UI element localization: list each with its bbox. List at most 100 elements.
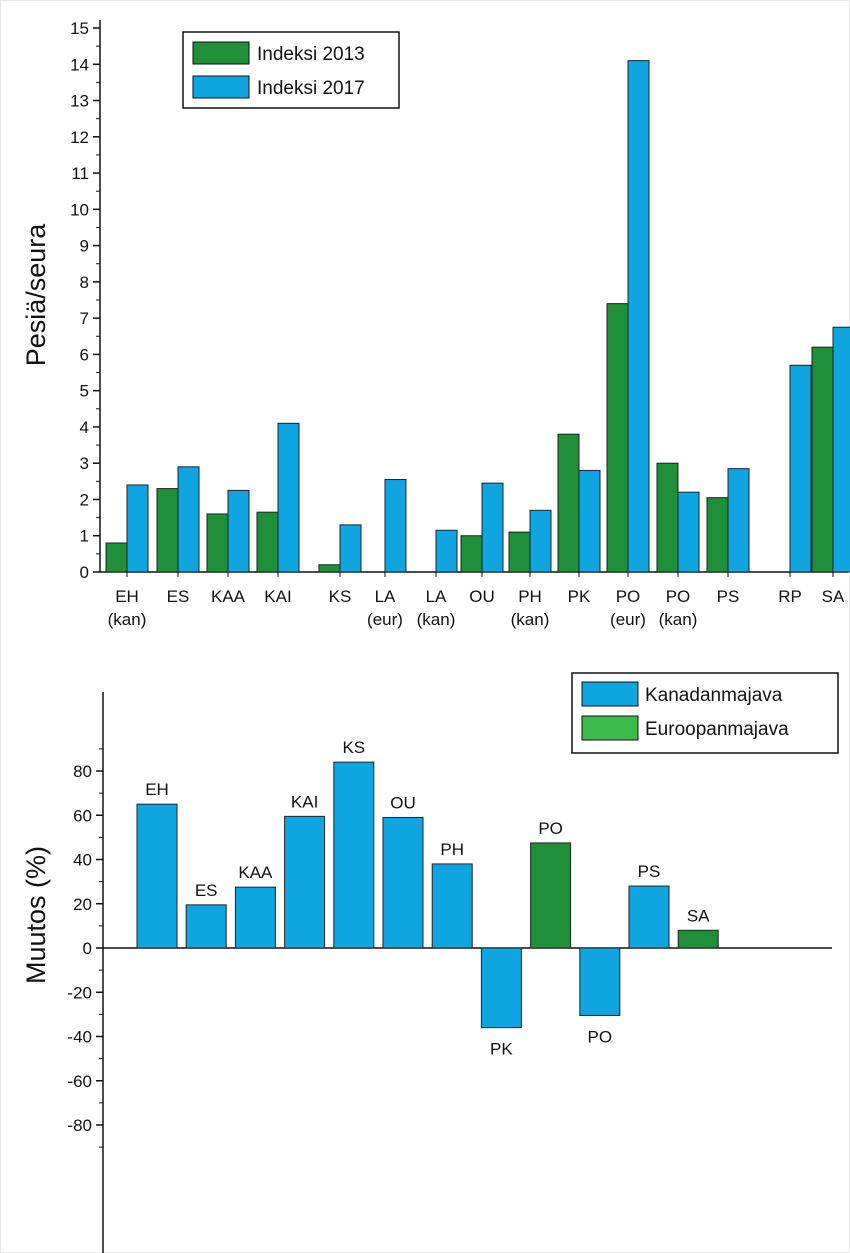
chart1-y-tick-label: 0: [80, 563, 89, 582]
bar-2013: [557, 433, 580, 573]
chart1-x-tick-label: LA: [375, 587, 396, 606]
change-bar: [480, 947, 522, 1029]
change-bar-label: PO: [588, 1027, 613, 1046]
bar-2017: [227, 489, 250, 573]
chart2-y-tick-label: -20: [67, 983, 92, 1002]
bar-2013: [811, 346, 834, 573]
bar-2017: [832, 326, 850, 573]
chart1-x-tick-label: LA: [426, 587, 447, 606]
change-bar-label: OU: [390, 793, 416, 812]
legend-label-2017: Indeksi 2017: [257, 78, 365, 99]
chart2-y-axis-label: Muutos (%): [21, 846, 51, 984]
change-bar-label: KS: [342, 738, 365, 757]
change-bar-label: PK: [490, 1040, 513, 1059]
chart1-legend: Indeksi 2013 Indeksi 2017: [182, 31, 400, 109]
chart1-x-tick-label: EH: [115, 587, 139, 606]
chart2-bars: EH ES KAA KAI KS OU PH PK PO PO PS SA: [136, 738, 719, 1059]
legend-label-2013: Indeksi 2013: [257, 44, 365, 65]
legend-swatch-euroopanmajava: [581, 715, 639, 741]
chart2-y-tick-label: 20: [73, 895, 92, 914]
chart2-y-tick-label: -40: [67, 1028, 92, 1047]
chart2-y-tick-label: -60: [67, 1072, 92, 1091]
chart1-x-tick-label-sub: (kan): [659, 610, 698, 629]
bar-2017: [529, 509, 552, 573]
chart1-x-tick-label: KAI: [264, 587, 291, 606]
chart1-y-tick-label: 3: [80, 454, 89, 473]
legend-swatch-kanadanmajava: [581, 681, 639, 707]
bar-2017: [277, 422, 300, 573]
chart1-y-tick-label: 5: [80, 382, 89, 401]
bar-2013: [508, 531, 531, 573]
change-bar-label: PO: [538, 819, 563, 838]
change-bar: [333, 761, 375, 949]
chart1-x-tick-label: PO: [616, 587, 641, 606]
change-bar: [136, 803, 178, 949]
legend-swatch-2013: [192, 41, 250, 65]
bar-2017: [578, 469, 601, 573]
chart2-y-tick-label: 40: [73, 851, 92, 870]
change-bar: [530, 842, 572, 949]
bar-2017: [384, 479, 407, 573]
chart1-x-tick-label: SA: [822, 587, 845, 606]
change-bar-label: KAA: [238, 863, 273, 882]
chart1-x-tick-label: PH: [518, 587, 542, 606]
bar-2013: [206, 513, 229, 573]
chart1-x-tick-label: ES: [167, 587, 190, 606]
change-bar: [284, 815, 326, 949]
bar-2013: [156, 488, 179, 573]
bar-2017: [339, 524, 362, 573]
chart1-x-tick-label: PO: [666, 587, 691, 606]
change-bar: [185, 904, 227, 949]
chart1-x-tick-label: KS: [329, 587, 352, 606]
legend-swatch-2017: [192, 75, 250, 99]
bar-2017: [789, 364, 812, 573]
chart2-y-tick-label: 80: [73, 762, 92, 781]
chart1-x-tick-label-sub: (kan): [511, 610, 550, 629]
change-bar-label: EH: [145, 780, 169, 799]
bar-2017: [677, 491, 700, 573]
change-percent-chart: Muutos (%) -80 -60 -40 -20 0 20 40 60 80 EH ES KAA…: [21, 672, 839, 1253]
bar-2013: [706, 497, 729, 573]
change-bar-label: SA: [687, 906, 710, 925]
chart1-y-tick-label: 6: [80, 345, 89, 364]
change-bar: [382, 816, 424, 949]
bar-2017: [177, 466, 200, 573]
chart1-y-tick-label: 10: [70, 200, 89, 219]
change-bar: [579, 947, 621, 1016]
chart1-x-tick-label: RP: [778, 587, 802, 606]
chart1-y-tick-label: 4: [80, 418, 89, 437]
bar-2013: [606, 303, 629, 573]
chart1-y-tick-label: 11: [71, 164, 89, 183]
change-bar: [628, 885, 670, 949]
chart2-y-axis: -80 -60 -40 -20 0 20 40 60 80: [67, 692, 832, 1253]
chart2-y-tick-label: 0: [83, 939, 92, 958]
change-bar: [431, 863, 473, 949]
change-bar: [234, 886, 276, 949]
change-bar: [677, 929, 719, 949]
chart1-bars: [105, 60, 850, 573]
bar-2017: [481, 482, 504, 573]
bar-2017: [727, 468, 750, 573]
chart1-y-tick-label: 7: [80, 309, 89, 328]
chart1-y-tick-label: 15: [70, 19, 89, 38]
bar-2017: [627, 60, 650, 573]
chart1-x-tick-label-sub: (kan): [108, 610, 147, 629]
chart1-x-axis-labels: EH (kan) ES KAA KAI KS LA (eur) LA (kan) OU PH (kan)…: [108, 572, 845, 629]
bar-2017: [126, 484, 149, 573]
chart1-y-tick-label: 8: [80, 273, 89, 292]
chart1-y-tick-label: 2: [80, 490, 89, 509]
chart1-x-tick-label: PK: [568, 587, 591, 606]
change-bar-label: PH: [440, 840, 464, 859]
bar-2013: [318, 564, 341, 573]
chart1-x-tick-label: KAA: [211, 587, 246, 606]
chart1-y-axis-label: Pesiä/seura: [21, 223, 51, 367]
bar-2013: [105, 542, 128, 573]
chart1-y-tick-label: 1: [80, 527, 89, 546]
bar-2017: [435, 529, 458, 573]
chart1-x-tick-label-sub: (eur): [367, 610, 403, 629]
chart1-x-tick-label-sub: (eur): [610, 610, 646, 629]
chart1-y-tick-label: 9: [80, 237, 89, 256]
